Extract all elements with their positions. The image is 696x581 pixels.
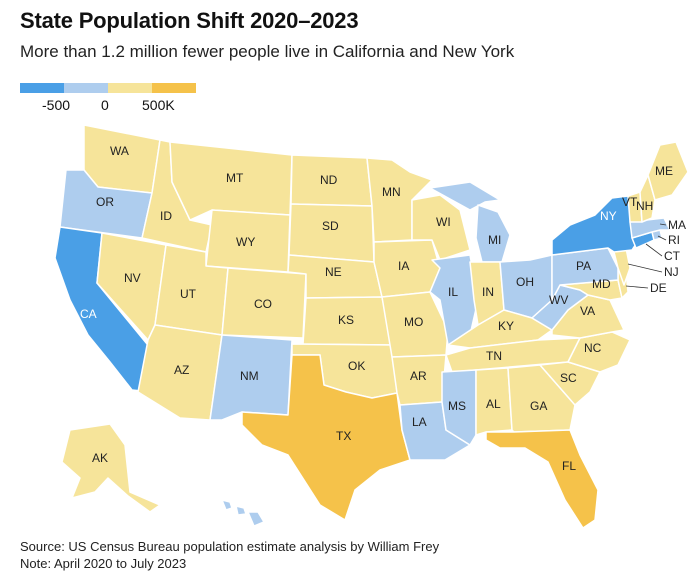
- state-AL[interactable]: [475, 367, 513, 436]
- leader-lines: [625, 223, 667, 289]
- state-label-WY: WY: [236, 235, 255, 249]
- legend-swatch-small-loss: [64, 83, 108, 93]
- state-label-FL: FL: [562, 459, 576, 473]
- source-note: Source: US Census Bureau population esti…: [20, 539, 440, 554]
- state-label-SD: SD: [322, 219, 339, 233]
- state-label-NV: NV: [124, 271, 141, 285]
- state-label-IN: IN: [482, 285, 494, 299]
- map-footer: Source: US Census Bureau population esti…: [20, 538, 439, 572]
- state-MA[interactable]: [629, 217, 671, 239]
- state-label-MN: MN: [382, 185, 401, 199]
- state-label-VA: VA: [580, 304, 595, 318]
- state-label-KY: KY: [498, 319, 514, 333]
- state-FL[interactable]: [485, 429, 599, 529]
- leader-line-RI: [657, 235, 667, 241]
- legend-swatch-large-gain: [152, 83, 196, 93]
- state-label-AZ: AZ: [174, 363, 189, 377]
- state-label-WV: WV: [549, 293, 568, 307]
- legend-tick-500k: 500K: [142, 97, 175, 113]
- leader-line-MA: [659, 223, 667, 226]
- leader-line-DE: [625, 285, 649, 289]
- state-label-AL: AL: [486, 397, 501, 411]
- state-label-SC: SC: [560, 371, 577, 385]
- state-label-CA: CA: [80, 307, 97, 321]
- state-label-UT: UT: [180, 287, 197, 301]
- state-ME[interactable]: [647, 141, 689, 201]
- color-legend: -500 0 500K: [20, 83, 220, 113]
- state-label-IL: IL: [448, 285, 458, 299]
- legend-tick-minus-500: -500: [42, 97, 71, 113]
- state-TX[interactable]: [241, 354, 411, 521]
- legend-swatch-small-gain: [108, 83, 152, 93]
- state-label-PA: PA: [576, 259, 591, 273]
- state-labels: WA OR CA ID NV MT WY UT AZ CO NM ND SD N…: [80, 144, 686, 473]
- legend-swatch-large-loss: [20, 83, 64, 93]
- state-label-NE: NE: [325, 265, 342, 279]
- state-label-IA: IA: [398, 259, 409, 273]
- state-label-NJ: NJ: [664, 265, 679, 279]
- state-label-VT: VT: [622, 195, 638, 209]
- map-subtitle: More than 1.2 million fewer people live …: [20, 42, 515, 61]
- state-label-NC: NC: [584, 341, 602, 355]
- state-label-OK: OK: [348, 359, 365, 373]
- state-label-NM: NM: [240, 369, 259, 383]
- state-AK[interactable]: [61, 423, 161, 513]
- state-label-RI: RI: [668, 233, 680, 247]
- state-label-NH: NH: [636, 199, 653, 213]
- state-label-WA: WA: [110, 144, 129, 158]
- state-label-NY: NY: [600, 209, 617, 223]
- state-label-OH: OH: [516, 275, 534, 289]
- date-range-note: Note: April 2020 to July 2023: [20, 556, 187, 571]
- state-label-MO: MO: [404, 315, 423, 329]
- state-label-WI: WI: [436, 215, 451, 229]
- state-label-CT: CT: [664, 249, 681, 263]
- state-label-MI: MI: [488, 233, 501, 247]
- state-label-MA: MA: [668, 218, 686, 232]
- state-SD[interactable]: [288, 203, 375, 263]
- state-label-CO: CO: [254, 297, 272, 311]
- state-SC[interactable]: [539, 361, 601, 406]
- state-label-AK: AK: [92, 451, 108, 465]
- state-label-OR: OR: [96, 195, 114, 209]
- state-label-DE: DE: [650, 281, 667, 295]
- state-label-KS: KS: [338, 313, 354, 327]
- leader-line-NJ: [627, 263, 663, 273]
- state-label-TX: TX: [336, 429, 351, 443]
- state-label-LA: LA: [412, 415, 427, 429]
- state-label-TN: TN: [486, 349, 502, 363]
- map-title: State Population Shift 2020–2023: [20, 8, 359, 33]
- state-label-AR: AR: [410, 369, 427, 383]
- state-label-ID: ID: [160, 209, 172, 223]
- legend-color-bar: [20, 83, 196, 93]
- state-label-GA: GA: [530, 399, 547, 413]
- state-HI[interactable]: [221, 499, 265, 527]
- state-label-MD: MD: [592, 277, 611, 291]
- state-label-ME: ME: [655, 164, 673, 178]
- state-label-MT: MT: [226, 171, 244, 185]
- state-label-ND: ND: [320, 173, 338, 187]
- state-WI[interactable]: [411, 194, 471, 261]
- legend-tick-zero: 0: [101, 97, 109, 113]
- state-label-MS: MS: [448, 399, 466, 413]
- leader-line-CT: [645, 243, 663, 257]
